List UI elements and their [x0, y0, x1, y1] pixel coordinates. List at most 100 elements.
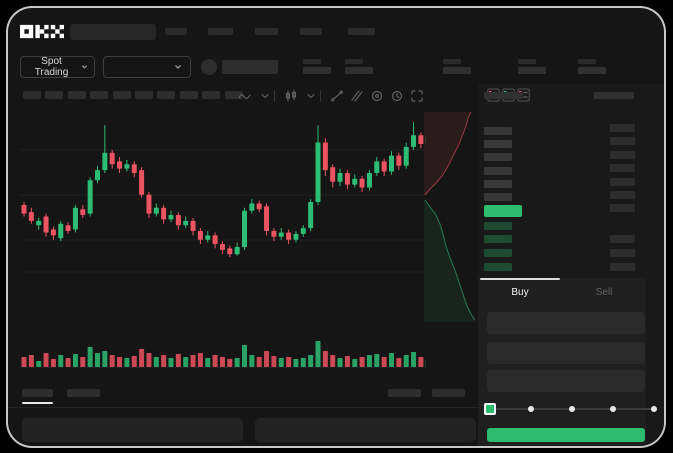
- bid-price-row[interactable]: [484, 235, 512, 243]
- indicators-icon[interactable]: [238, 89, 252, 103]
- candlestick-chart[interactable]: [20, 108, 426, 380]
- ticker-stat-value: [578, 67, 606, 74]
- ask-amount-cell: [610, 164, 635, 173]
- ask-price-row[interactable]: [484, 166, 512, 175]
- bid-amount-cell: [610, 249, 635, 257]
- toolbar-separator: [320, 90, 321, 102]
- ticker-stat: [443, 59, 471, 74]
- nav-item[interactable]: [348, 28, 375, 35]
- bottom-panel: [255, 418, 476, 442]
- ticker-stat-label: [303, 59, 321, 64]
- ticker-stat-value: [443, 67, 471, 74]
- timeframe-button[interactable]: [90, 91, 109, 99]
- compare-icon[interactable]: [350, 89, 364, 103]
- chevron-down-icon[interactable]: [258, 89, 272, 103]
- ask-price-row[interactable]: [484, 140, 512, 149]
- active-tab-indicator: [480, 278, 560, 280]
- bottom-divider: [8, 407, 478, 408]
- nav-item[interactable]: [255, 28, 278, 35]
- snapshot-icon[interactable]: [370, 89, 384, 103]
- line-tool-icon[interactable]: [330, 89, 344, 103]
- ticker-stat-label: [345, 59, 363, 64]
- ask-price-row[interactable]: [484, 153, 512, 162]
- fullscreen-icon[interactable]: [410, 89, 424, 103]
- ask-amount-cell: [610, 124, 635, 132]
- bottom-panel: [22, 418, 243, 442]
- slider-handle[interactable]: [484, 403, 496, 415]
- coin-icon: [201, 59, 217, 75]
- order-input-field[interactable]: [487, 312, 645, 334]
- timeframe-button[interactable]: [179, 91, 198, 99]
- timeframe-button[interactable]: [112, 91, 131, 99]
- okx-logo[interactable]: [20, 24, 64, 39]
- market-type-dropdown[interactable]: Spot Trading: [20, 56, 95, 78]
- ticker-stat: [578, 59, 606, 74]
- bottom-tab[interactable]: [67, 389, 100, 397]
- order-input-field[interactable]: [487, 370, 645, 392]
- buy-tab[interactable]: Buy: [511, 286, 529, 298]
- sell-tab[interactable]: Sell: [595, 286, 613, 298]
- slider-tick[interactable]: [528, 406, 534, 412]
- app-content: Spot Trading Buy Sell: [8, 8, 664, 446]
- chevron-down-icon: [82, 65, 88, 69]
- orderbook-amount-header: [594, 92, 634, 99]
- bid-amount-cell: [610, 263, 635, 271]
- timeframe-button[interactable]: [45, 91, 64, 99]
- ticker-stat: [303, 59, 331, 74]
- ask-amount-cell: [610, 137, 635, 146]
- market-type-label: Spot Trading: [34, 56, 69, 78]
- bid-price-row[interactable]: [484, 263, 512, 271]
- timeframe-button[interactable]: [135, 91, 153, 99]
- nav-item[interactable]: [300, 28, 322, 35]
- search-input[interactable]: [70, 24, 156, 40]
- history-icon[interactable]: [390, 89, 404, 103]
- orderbook-price-header: [484, 92, 523, 99]
- ticker-stat-label: [578, 59, 596, 64]
- bid-amount-cell: [610, 235, 635, 243]
- ticker-stat: [345, 59, 373, 74]
- order-panel: Buy Sell: [478, 84, 664, 446]
- bid-price-row[interactable]: [484, 222, 512, 230]
- buy-button[interactable]: [487, 428, 645, 442]
- trade-form: Buy Sell: [478, 278, 657, 446]
- nav-item[interactable]: [208, 28, 233, 35]
- ask-amount-cell: [610, 177, 635, 186]
- ticker-stat-value: [345, 67, 373, 74]
- ask-price-row[interactable]: [484, 193, 512, 201]
- timeframe-button[interactable]: [67, 91, 86, 99]
- ask-amount-cell: [610, 204, 635, 213]
- ticker-stat-label: [443, 59, 461, 64]
- device-screen: Spot Trading Buy Sell: [6, 6, 666, 448]
- ask-amount-cell: [610, 150, 635, 159]
- bottom-tab-active-underline: [22, 402, 53, 404]
- pair-name-placeholder: [222, 60, 278, 74]
- bottom-tab[interactable]: [22, 389, 53, 397]
- chevron-down-icon: [175, 65, 181, 69]
- pair-dropdown[interactable]: [103, 56, 191, 78]
- ticker-stat: [518, 59, 546, 74]
- timeframe-button[interactable]: [157, 91, 176, 99]
- ticker-stat-value: [303, 67, 331, 74]
- slider-tick[interactable]: [610, 406, 616, 412]
- slider-tick[interactable]: [651, 406, 657, 412]
- order-side-tabs: Buy Sell: [478, 278, 646, 306]
- bottom-action[interactable]: [432, 389, 465, 397]
- last-price-highlight[interactable]: [484, 205, 522, 217]
- timeframe-button[interactable]: [224, 91, 243, 99]
- ask-amount-cell: [610, 191, 635, 199]
- slider-tick[interactable]: [569, 406, 575, 412]
- ticker-stat-label: [518, 59, 536, 64]
- nav-item[interactable]: [165, 28, 187, 35]
- chevron-down-icon[interactable]: [304, 89, 318, 103]
- candle-style-icon[interactable]: [284, 89, 298, 103]
- ticker-stat-value: [518, 67, 546, 74]
- ask-price-row[interactable]: [484, 179, 512, 188]
- depth-chart[interactable]: [424, 108, 478, 324]
- ask-price-row[interactable]: [484, 127, 512, 135]
- bid-price-row[interactable]: [484, 249, 512, 257]
- timeframe-button[interactable]: [202, 91, 221, 99]
- timeframe-button[interactable]: [23, 91, 41, 99]
- bottom-action[interactable]: [388, 389, 421, 397]
- toolbar-separator: [274, 90, 275, 102]
- order-input-field[interactable]: [487, 342, 645, 364]
